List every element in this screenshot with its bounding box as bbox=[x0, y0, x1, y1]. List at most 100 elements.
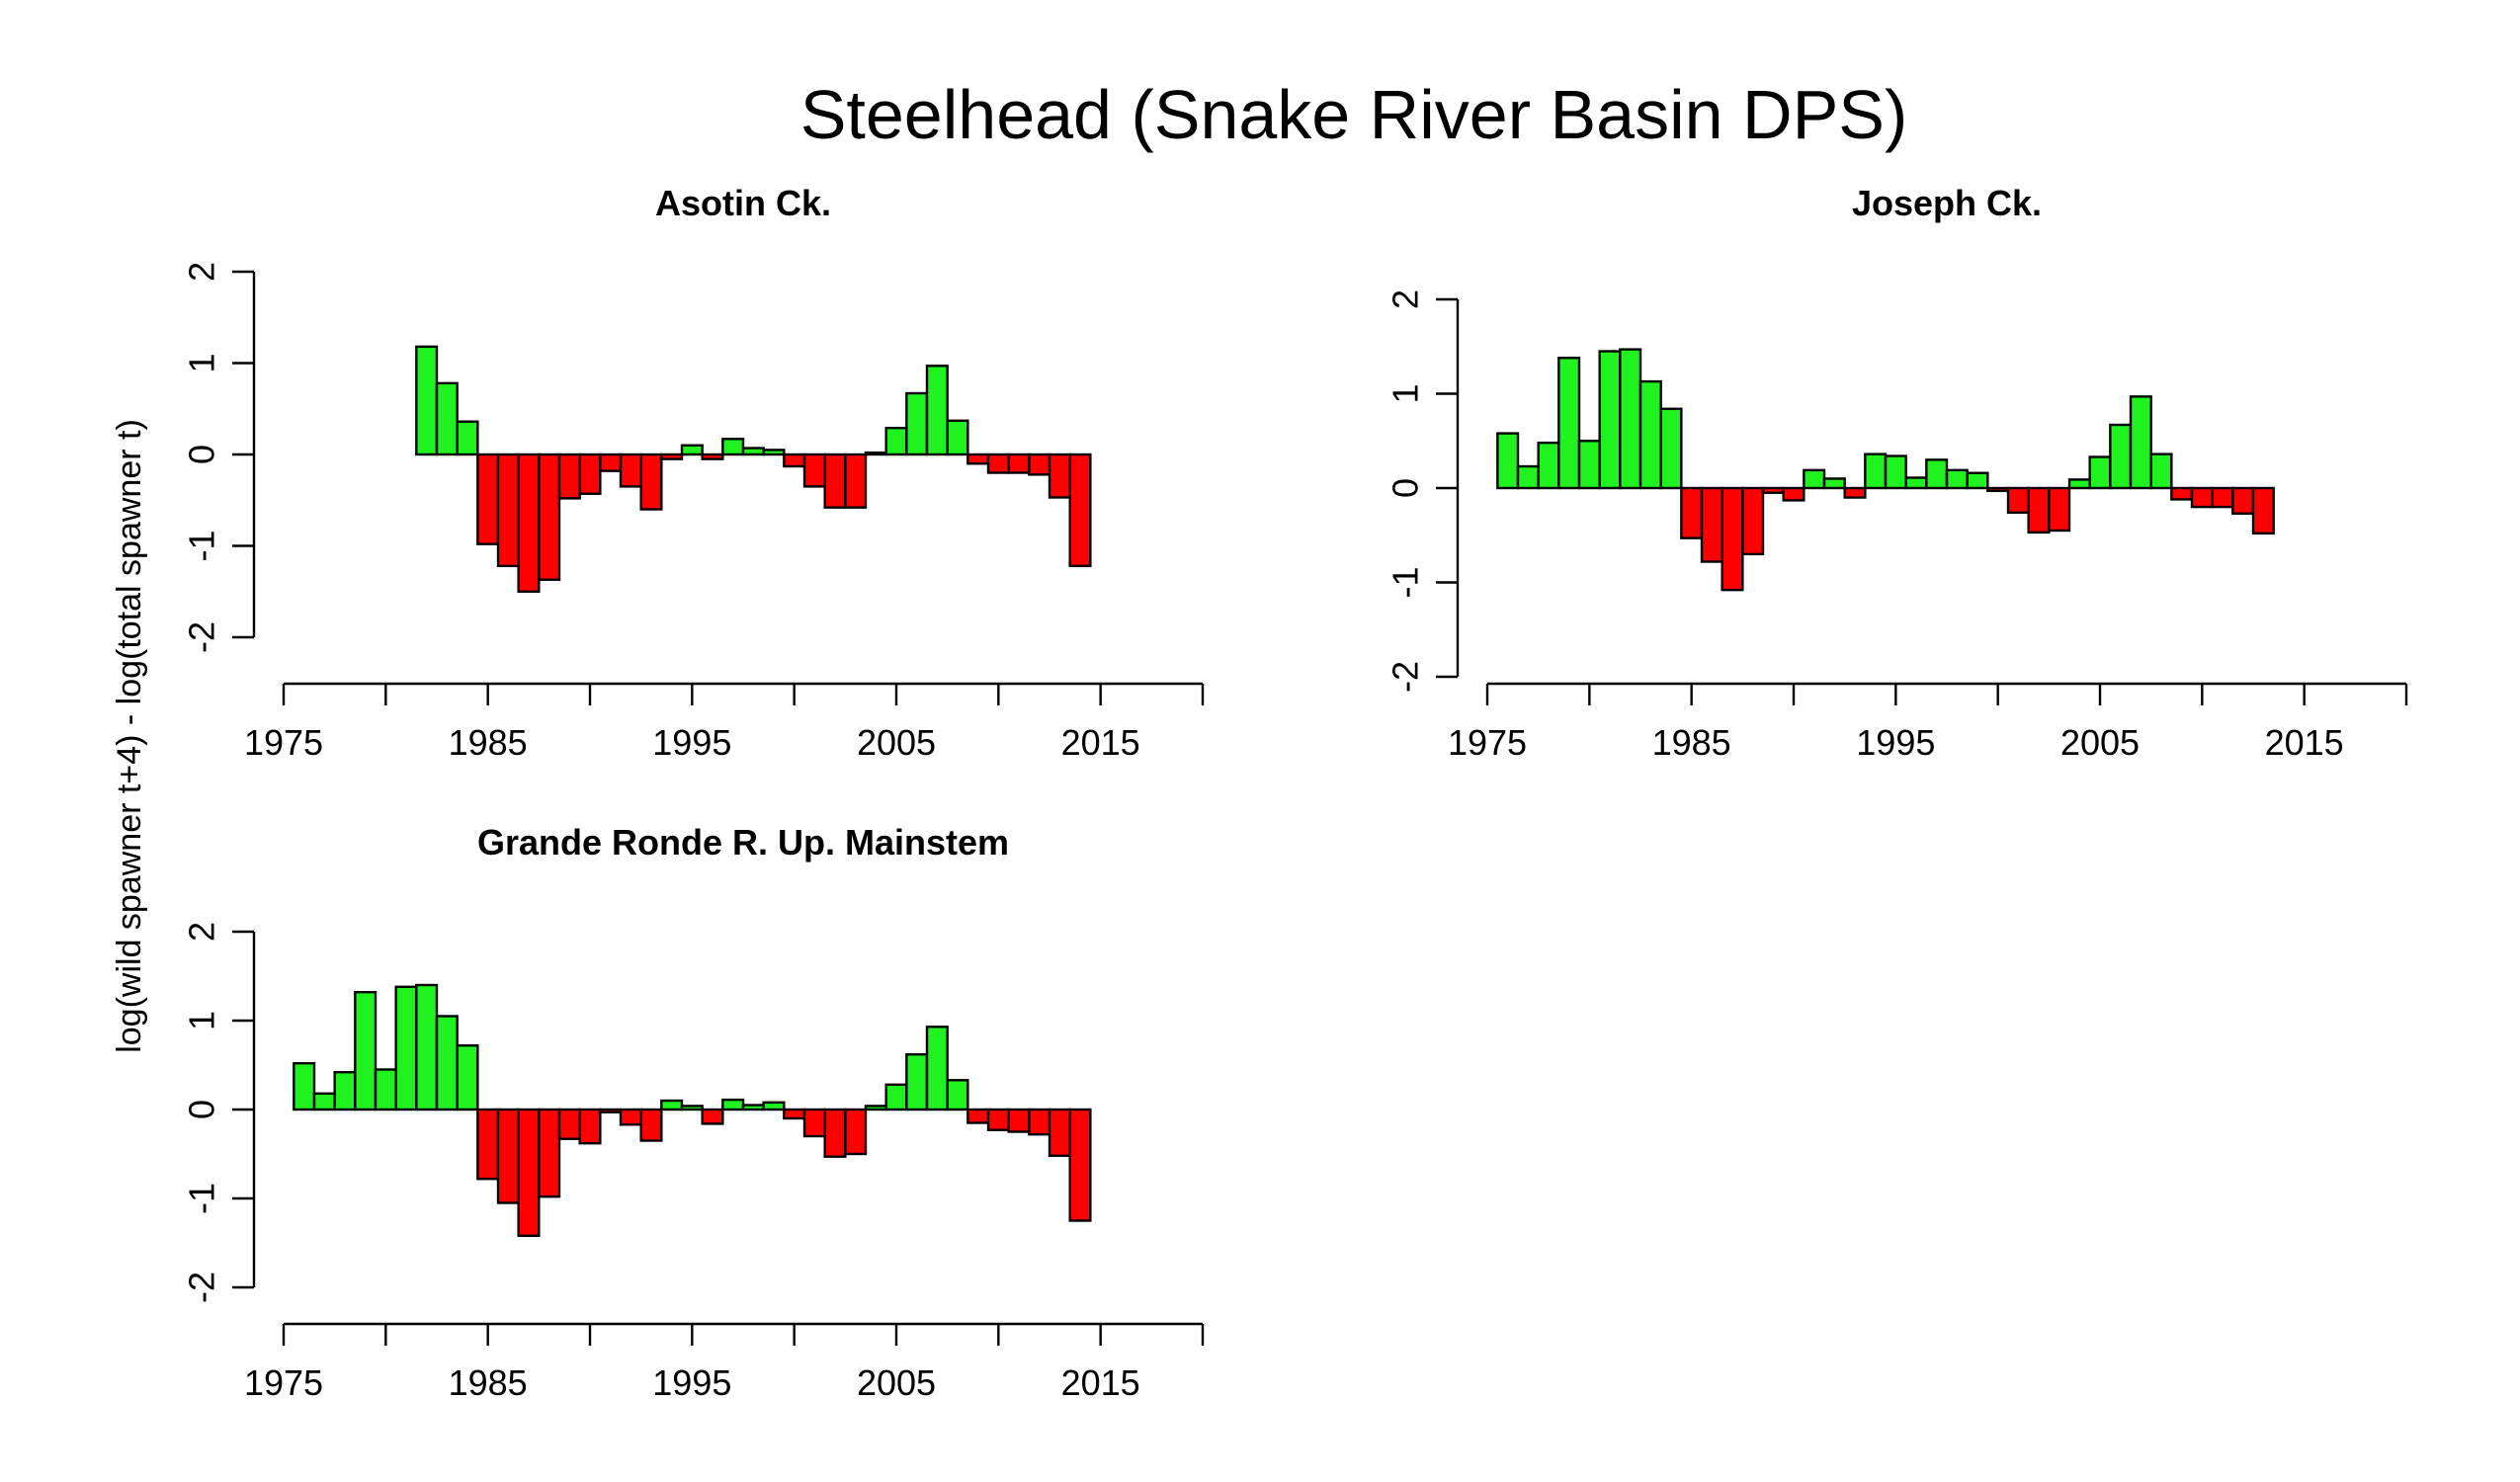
bar bbox=[884, 1083, 908, 1112]
x-tick-label: 1985 bbox=[1652, 722, 1731, 763]
x-tick-label: 1995 bbox=[1856, 722, 1935, 763]
bar bbox=[660, 453, 684, 460]
bar bbox=[557, 453, 581, 500]
bar bbox=[1048, 453, 1071, 499]
bar bbox=[1884, 454, 1907, 490]
bar bbox=[2067, 478, 2091, 490]
bar bbox=[639, 453, 663, 511]
bar bbox=[701, 1108, 724, 1125]
y-tick-label: 0 bbox=[182, 1100, 222, 1119]
bar bbox=[1700, 486, 1723, 563]
bar bbox=[538, 453, 561, 581]
bar bbox=[783, 1108, 806, 1120]
bar bbox=[476, 453, 500, 545]
bar bbox=[415, 345, 439, 456]
bar bbox=[844, 453, 868, 509]
bar bbox=[2170, 486, 2194, 501]
y-tick-label: -1 bbox=[1386, 566, 1426, 598]
bar bbox=[578, 1108, 602, 1145]
bar bbox=[1638, 379, 1662, 490]
bar bbox=[1803, 468, 1826, 490]
x-tick-label: 2005 bbox=[857, 722, 936, 763]
figure-title: Steelhead (Snake River Basin DPS) bbox=[800, 76, 1908, 153]
bar bbox=[1537, 441, 1560, 490]
bar bbox=[2006, 486, 2030, 515]
bar bbox=[312, 1092, 336, 1112]
panel-title: Grande Ronde R. Up. Mainstem bbox=[477, 822, 1009, 863]
bar bbox=[619, 1108, 642, 1126]
panel-title: Asotin Ck. bbox=[655, 183, 831, 223]
bar bbox=[1945, 468, 1969, 490]
bar bbox=[864, 451, 887, 456]
bar bbox=[925, 365, 949, 456]
bar bbox=[1028, 453, 1051, 476]
x-tick-label: 1975 bbox=[1448, 722, 1527, 763]
bar bbox=[844, 1108, 868, 1156]
bar bbox=[946, 1079, 969, 1112]
bar bbox=[435, 1015, 459, 1112]
bar bbox=[905, 1052, 929, 1112]
bar bbox=[741, 447, 765, 456]
bar bbox=[2190, 486, 2214, 509]
bar bbox=[599, 1108, 623, 1113]
bar bbox=[1904, 476, 1928, 490]
bar bbox=[2129, 395, 2152, 490]
bar bbox=[680, 444, 704, 456]
bar bbox=[2088, 455, 2112, 490]
bar bbox=[599, 453, 623, 472]
y-tick-label: 2 bbox=[182, 922, 222, 942]
bar bbox=[619, 453, 642, 488]
bar bbox=[1516, 464, 1540, 490]
bar bbox=[864, 1105, 887, 1112]
bar bbox=[476, 1108, 500, 1181]
panel-title: Joseph Ck. bbox=[1852, 183, 2042, 223]
bar bbox=[1966, 471, 1989, 490]
bar bbox=[2251, 486, 2275, 535]
bar bbox=[1557, 357, 1581, 490]
bar bbox=[2027, 486, 2051, 535]
bar bbox=[701, 453, 724, 460]
bar bbox=[1028, 1108, 1051, 1136]
bar bbox=[456, 1043, 479, 1112]
bar bbox=[1843, 486, 1867, 499]
x-tick-label: 2015 bbox=[2265, 722, 2344, 763]
bar bbox=[802, 1108, 826, 1138]
bar bbox=[517, 1108, 541, 1238]
panel-grande-ronde: Grande Ronde R. Up. Mainstem 1975 1985 1995… bbox=[182, 822, 1205, 1403]
bar bbox=[2211, 486, 2234, 509]
y-tick-label: -1 bbox=[182, 530, 222, 561]
bar bbox=[354, 991, 378, 1112]
bar bbox=[1822, 477, 1846, 490]
x-tick-label: 2015 bbox=[1061, 722, 1140, 763]
bar bbox=[1761, 486, 1785, 494]
bar bbox=[2149, 453, 2173, 490]
x-tick-label: 1995 bbox=[652, 722, 731, 763]
bar bbox=[884, 426, 908, 456]
bar bbox=[1577, 440, 1601, 490]
y-tick-label: 1 bbox=[182, 1011, 222, 1030]
bar bbox=[1068, 1108, 1092, 1222]
bar bbox=[721, 438, 745, 456]
x-tick-label: 1975 bbox=[244, 1362, 323, 1403]
bar bbox=[1659, 407, 1683, 490]
bar bbox=[517, 453, 541, 593]
panel-joseph: Joseph Ck. 1975 1985 1995 2005 2015 -2 -1 0 1 2 bbox=[1386, 183, 2408, 763]
bar bbox=[1680, 486, 1704, 539]
bar bbox=[823, 1108, 847, 1158]
bar bbox=[946, 419, 969, 456]
bar bbox=[1068, 453, 1092, 568]
bar bbox=[986, 453, 1010, 474]
bar bbox=[394, 985, 418, 1112]
bar bbox=[1007, 453, 1031, 474]
x-tick-label: 1975 bbox=[244, 722, 323, 763]
y-tick-label: -1 bbox=[182, 1183, 222, 1214]
panel-asotin: Asotin Ck. 1975 1985 1995 2005 2015 -2 -1 0 1 2 bbox=[182, 183, 1205, 763]
bar bbox=[1721, 486, 1744, 592]
bar bbox=[293, 1061, 316, 1112]
bar bbox=[557, 1108, 581, 1140]
bar bbox=[721, 1098, 745, 1112]
bar bbox=[496, 1108, 520, 1204]
bar bbox=[1598, 350, 1622, 490]
bar bbox=[925, 1026, 949, 1112]
